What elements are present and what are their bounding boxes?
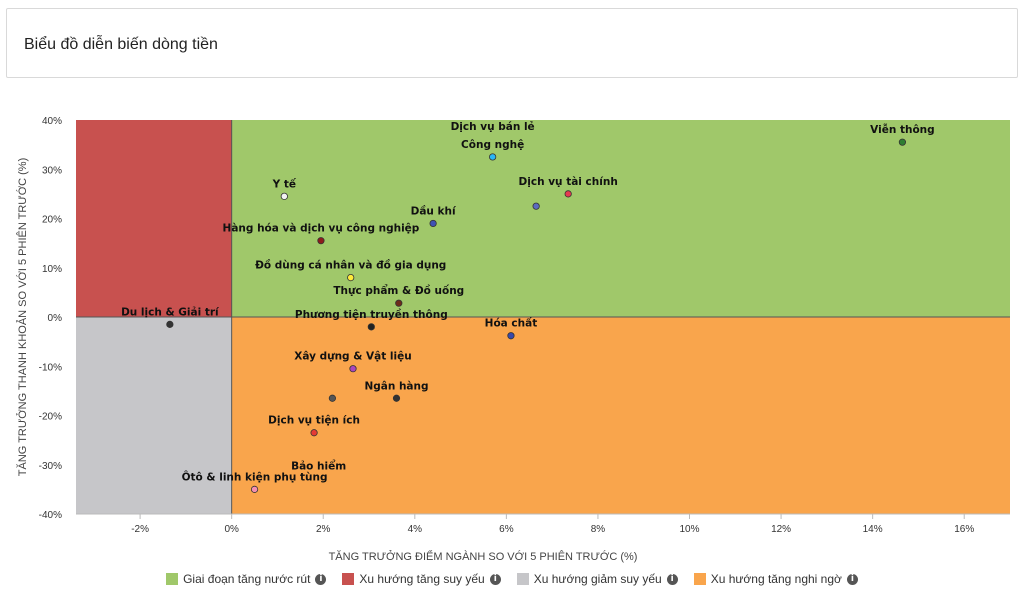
legend-swatch — [166, 573, 179, 585]
y-tick-label: -40% — [39, 510, 62, 521]
x-tick-label: 2% — [316, 524, 331, 535]
data-point — [250, 485, 259, 493]
x-tick-label: 10% — [680, 524, 700, 535]
data-label: Đồ dùng cá nhân và đồ gia dụng — [255, 259, 446, 272]
x-tick-label: -2% — [131, 524, 149, 535]
data-label: Dịch vụ tài chính — [519, 176, 618, 188]
legend-label: Xu hướng tăng suy yếu — [359, 572, 485, 586]
chart-card-header: Biểu đồ diễn biến dòng tiền — [6, 8, 1018, 78]
y-tick-label: -30% — [39, 461, 62, 472]
data-point — [347, 273, 355, 282]
data-label: Hàng hóa và dịch vụ công nghiệp — [223, 223, 420, 235]
data-label: Dầu khí — [411, 205, 457, 217]
x-tick-label: 6% — [499, 524, 514, 535]
data-point — [898, 138, 907, 146]
data-point — [564, 190, 572, 198]
legend-label: Giai đoạn tăng nước rút — [183, 572, 311, 586]
x-axis-label: TĂNG TRƯỞNG ĐIỂM NGÀNH SO VỚI 5 PHIÊN TR… — [329, 550, 638, 563]
data-point — [507, 332, 515, 340]
y-tick-label: -10% — [39, 362, 62, 373]
data-label: Xây dựng & Vật liệu — [294, 351, 412, 363]
quadrant-top-left — [76, 120, 232, 317]
y-tick-label: 40% — [42, 116, 62, 127]
cashflow-scatter-chart: -2% 0% 2% 4% 6% 8% 10% 12% 14% 16% 40% 30% 20% 10% 0% -… — [16, 116, 1010, 563]
data-point — [429, 219, 437, 228]
legend-item[interactable]: Xu hướng tăng suy yếu i — [342, 572, 501, 586]
y-tick-label: 30% — [42, 165, 62, 176]
data-label: Du lịch & Giải trí — [121, 306, 220, 318]
card-title: Biểu đồ diễn biến dòng tiền — [24, 36, 218, 53]
legend-item[interactable]: Xu hướng tăng nghi ngờ i — [693, 572, 858, 586]
x-tick-label: 4% — [408, 524, 423, 535]
legend-item[interactable]: Xu hướng giảm suy yếu i — [516, 572, 678, 586]
legend-label: Xu hướng tăng nghi ngờ — [710, 572, 842, 586]
data-label: Dịch vụ tiện ích — [268, 415, 360, 427]
data-label: Bảo hiểm — [291, 460, 346, 473]
y-tick-label: 10% — [42, 264, 62, 275]
data-label: Công nghệ — [461, 139, 524, 151]
data-point — [489, 153, 497, 161]
y-tick-label: 20% — [42, 215, 62, 226]
x-tick-label: 8% — [591, 524, 606, 535]
data-label: Thực phẩm & Đồ uống — [333, 284, 464, 297]
data-label: Ôtô & linh kiện phụ tùng — [182, 470, 328, 483]
info-icon[interactable]: i — [846, 573, 858, 585]
data-point — [310, 429, 318, 437]
legend-swatch — [516, 573, 529, 585]
x-tick-label: 0% — [224, 524, 239, 535]
quadrant-bottom-left — [76, 317, 232, 514]
data-label: Ngân hàng — [364, 380, 428, 392]
quadrant-top-right — [231, 120, 1010, 317]
chart-legend: Giai đoạn tăng nước rút i Xu hướng tăng su… — [0, 570, 1024, 588]
info-icon[interactable]: i — [666, 573, 678, 585]
data-label: Viễn thông — [870, 123, 935, 136]
y-tick-label: 0% — [48, 313, 63, 324]
y-axis-label: TĂNG TRƯỞNG THANH KHOẢN SO VỚI 5 PHIÊN T… — [16, 158, 29, 476]
info-icon[interactable]: i — [489, 573, 501, 585]
data-point — [317, 237, 325, 245]
legend-swatch — [693, 573, 706, 585]
data-point — [328, 394, 336, 402]
data-label: Hóa chất — [485, 317, 538, 330]
data-point — [349, 365, 357, 373]
data-point — [392, 394, 401, 402]
info-icon[interactable]: i — [315, 573, 327, 585]
legend-item[interactable]: Giai đoạn tăng nước rút i — [166, 572, 327, 586]
x-tick-label: 12% — [771, 524, 791, 535]
data-label: Y tế — [272, 177, 297, 190]
data-point — [395, 299, 403, 307]
x-tick-label: 16% — [954, 524, 974, 535]
data-point — [532, 202, 540, 210]
quadrant-bottom-right — [231, 317, 1010, 514]
data-label: Phương tiện truyền thông — [295, 308, 448, 321]
y-tick-label: -20% — [39, 412, 62, 423]
data-point — [280, 192, 288, 200]
data-point — [166, 320, 174, 328]
legend-label: Xu hướng giảm suy yếu — [533, 572, 662, 586]
data-point — [367, 323, 375, 331]
x-tick-label: 14% — [863, 524, 883, 535]
legend-swatch — [342, 573, 355, 585]
data-label: Dịch vụ bán lẻ — [451, 121, 535, 133]
